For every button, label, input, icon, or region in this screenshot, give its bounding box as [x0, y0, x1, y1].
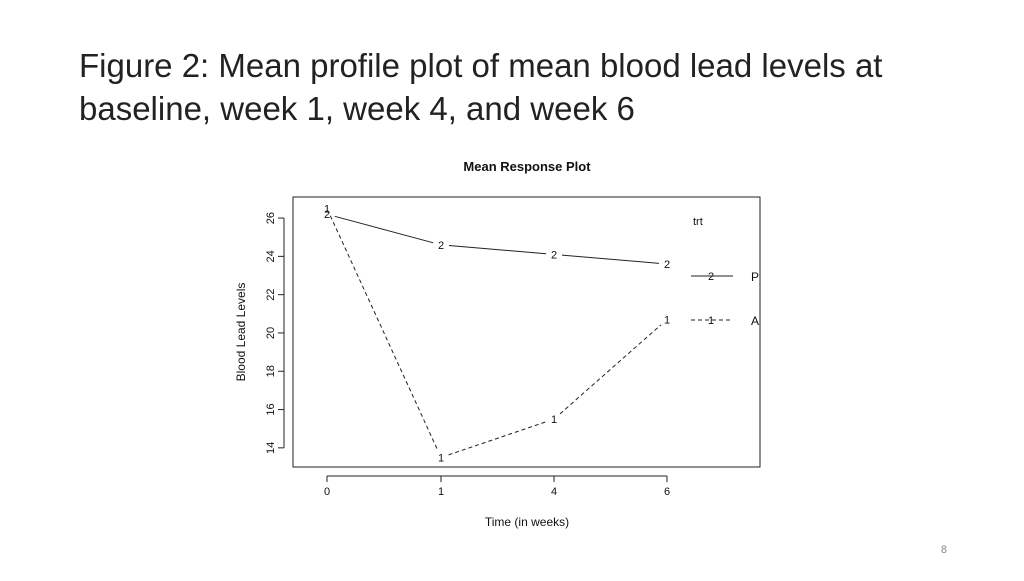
x-tick-label: 1	[438, 486, 444, 498]
page-number: 8	[940, 544, 947, 556]
x-tick-label: 0	[324, 486, 330, 498]
x-axis: 0 1 4 6	[324, 475, 670, 498]
series-line-a	[559, 324, 662, 415]
chart-title: Mean Response Plot	[463, 159, 591, 174]
legend-title: trt	[693, 216, 703, 228]
data-point-p: 2	[664, 259, 670, 271]
x-tick-label: 6	[664, 486, 670, 498]
data-point-p: 2	[324, 209, 330, 221]
legend-label-p: P	[751, 270, 759, 284]
series-line-p	[561, 254, 660, 264]
y-tick-label: 26	[265, 212, 277, 224]
data-point-p: 2	[551, 249, 557, 261]
slide-title: Figure 2: Mean profile plot of mean bloo…	[79, 47, 883, 127]
data-point-a: 1	[324, 203, 330, 215]
legend-marker-p: 2	[708, 271, 714, 283]
y-axis: 14 16 18 20 22 24 26	[265, 212, 285, 454]
y-axis-label: Blood Lead Levels	[234, 283, 248, 382]
y-tick-label: 22	[265, 289, 277, 301]
plot-frame	[292, 196, 761, 468]
x-tick-label: 4	[551, 486, 557, 498]
series-line-p	[334, 215, 434, 244]
y-tick-label: 18	[265, 365, 277, 377]
series-line-p	[448, 245, 547, 255]
x-axis-label: Time (in weeks)	[485, 515, 569, 529]
y-tick-label: 16	[265, 403, 277, 415]
series-line-a	[448, 421, 547, 456]
data-point-p: 2	[438, 240, 444, 252]
series-line-a	[329, 215, 439, 451]
y-tick-label: 20	[265, 327, 277, 339]
legend: trt 2 P 1 A	[691, 216, 759, 328]
data-point-a: 1	[551, 414, 557, 426]
y-tick-label: 14	[265, 442, 277, 454]
legend-marker-a: 1	[708, 315, 714, 327]
legend-label-a: A	[751, 314, 759, 328]
y-tick-label: 24	[265, 250, 277, 262]
data-point-a: 1	[438, 452, 444, 464]
data-point-a: 1	[664, 315, 670, 327]
